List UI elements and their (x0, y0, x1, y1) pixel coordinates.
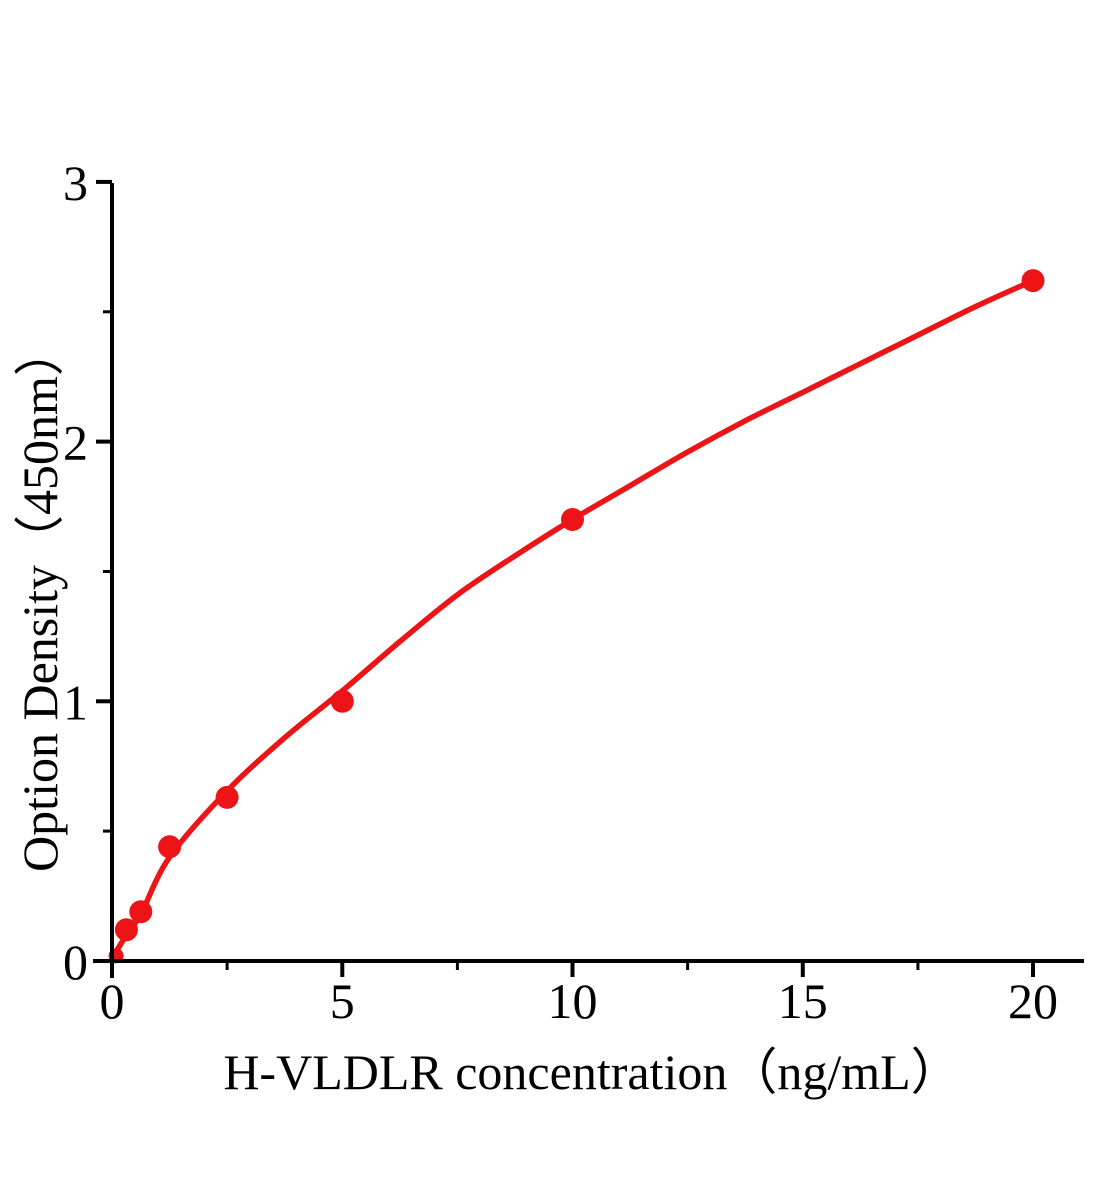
x-tick-label: 15 (778, 973, 828, 1029)
fit-curve (109, 277, 1036, 962)
x-tick-label: 10 (548, 973, 598, 1029)
x-axis-title: H-VLDLR concentration（ng/mL） (223, 1044, 961, 1100)
data-point (561, 508, 584, 531)
data-point (215, 785, 239, 809)
y-tick-label: 3 (63, 155, 88, 211)
y-tick-label: 0 (63, 934, 88, 990)
x-tick-label: 5 (330, 973, 355, 1029)
data-point (158, 835, 182, 859)
data-point (129, 900, 153, 924)
y-tick-label: 1 (63, 674, 88, 730)
y-axis-title: Option Density（450nm） (12, 326, 68, 872)
y-tick-label: 2 (63, 415, 88, 471)
x-tick-label: 20 (1008, 973, 1058, 1029)
data-point (330, 689, 354, 713)
data-point (114, 918, 138, 942)
x-tick-label: 0 (100, 973, 125, 1029)
data-point (1021, 269, 1045, 293)
